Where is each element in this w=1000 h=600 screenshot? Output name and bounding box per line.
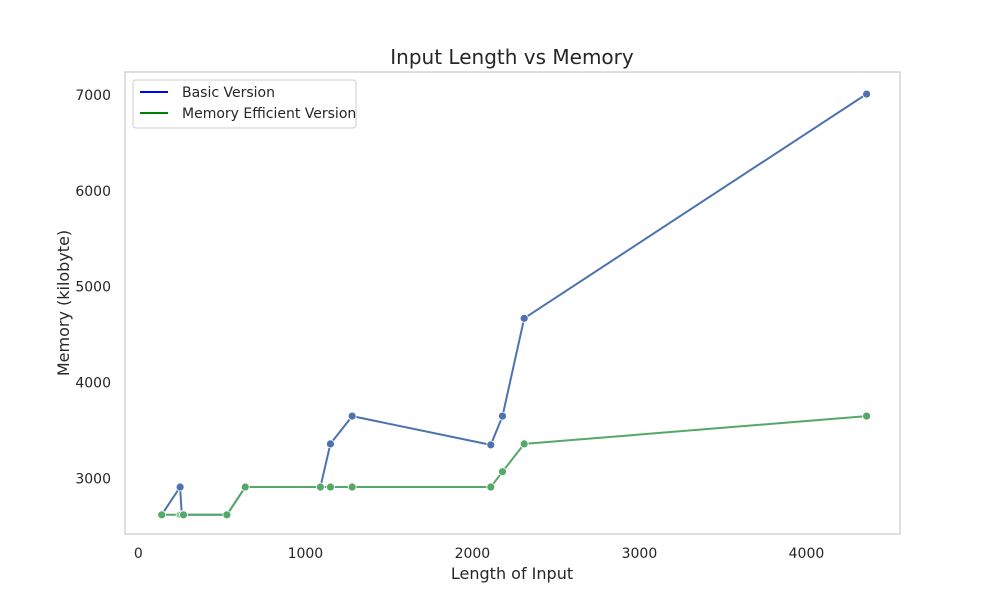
data-point — [240, 482, 250, 492]
data-point — [519, 313, 529, 323]
data-point — [157, 510, 167, 520]
chart-title: Input Length vs Memory — [390, 45, 634, 69]
series-1 — [157, 411, 871, 520]
y-tick-label: 4000 — [75, 376, 111, 392]
x-tick-label: 3000 — [622, 546, 658, 562]
x-axis-ticks: 0 1000 2000 3000 4000 — [134, 546, 824, 562]
x-tick-label: 4000 — [789, 546, 825, 562]
legend-label-basic: Basic Version — [182, 85, 275, 101]
y-tick-label: 6000 — [75, 184, 111, 200]
data-point — [316, 482, 325, 492]
data-point — [486, 482, 496, 492]
legend: Basic Version Memory Efficient Version — [132, 79, 357, 129]
data-point — [222, 510, 232, 520]
x-tick-label: 0 — [134, 546, 143, 562]
x-tick-label: 2000 — [455, 546, 491, 562]
legend-label-memory-efficient: Memory Efficient Version — [182, 106, 356, 122]
y-axis-label: Memory (kilobyte) — [54, 230, 73, 376]
y-axis-ticks: 3000 4000 5000 6000 7000 — [75, 88, 111, 487]
data-point — [179, 510, 188, 520]
x-axis-label: Length of Input — [451, 564, 573, 583]
y-tick-label: 3000 — [75, 471, 111, 487]
data-point — [519, 439, 529, 449]
data-point — [326, 439, 335, 449]
data-point — [498, 411, 507, 421]
y-tick-label: 5000 — [75, 280, 111, 296]
data-point — [326, 482, 335, 492]
data-point — [347, 411, 357, 421]
x-tick-label: 1000 — [288, 546, 324, 562]
y-tick-label: 7000 — [75, 88, 111, 104]
data-point — [498, 467, 507, 477]
data-point — [862, 411, 871, 421]
data-point — [862, 89, 871, 99]
data-point — [175, 482, 185, 492]
data-point — [486, 440, 496, 450]
legend-box — [132, 79, 357, 129]
plot-area-frame — [124, 71, 901, 535]
data-point — [347, 482, 357, 492]
series-layer — [157, 89, 871, 520]
